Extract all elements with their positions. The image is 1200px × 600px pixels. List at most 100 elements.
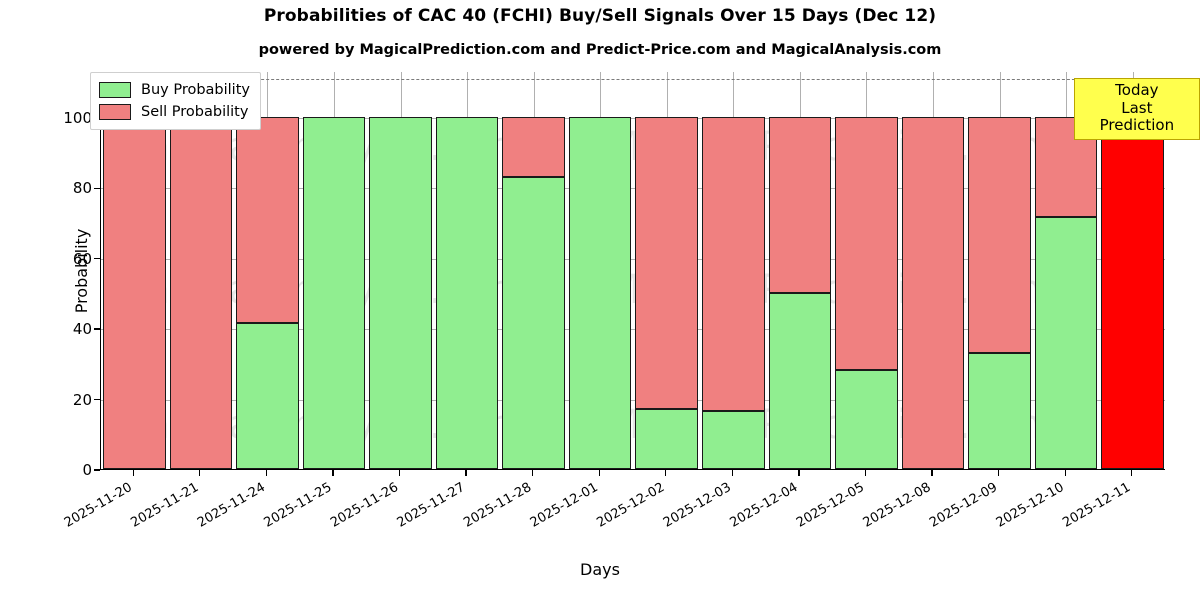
bar-segment-buy (768, 292, 832, 469)
x-tick-mark (931, 470, 933, 476)
bar-segment-sell (102, 116, 166, 469)
y-tick-label: 0 (82, 461, 92, 479)
bar-segment-today (1101, 116, 1164, 469)
bar-segment-sell (169, 116, 233, 469)
legend-item-sell: Sell Probability (99, 101, 250, 123)
x-tick-label: 2025-12-05 (794, 480, 867, 531)
x-tick-label: 2025-12-04 (727, 480, 801, 531)
x-tick-mark (1064, 470, 1066, 476)
bar-2025-11-21[interactable] (169, 72, 233, 469)
x-tick-mark (997, 470, 1000, 476)
x-tick-mark (798, 470, 800, 476)
bar-segment-sell (635, 116, 699, 410)
bar-2025-11-26[interactable] (369, 72, 432, 469)
y-axis-label: Probability (71, 228, 91, 313)
gridline (101, 329, 1165, 331)
y-tick-label: 20 (72, 390, 92, 409)
x-tick-mark (465, 470, 467, 476)
bar-segment-buy (568, 116, 632, 469)
chart-subtitle: powered by MagicalPrediction.com and Pre… (258, 42, 942, 58)
x-tick-label: 2025-11-24 (194, 480, 268, 531)
bar-segment-buy (635, 409, 699, 469)
today-annotation: Today Last Prediction (1073, 78, 1200, 141)
bar-segment-buy (968, 352, 1031, 469)
bar-2025-11-24[interactable] (236, 72, 299, 469)
bar-2025-12-03[interactable] (702, 72, 765, 469)
x-tick-label: 2025-11-27 (394, 480, 468, 531)
x-tick-label: 2025-11-28 (461, 480, 535, 531)
x-tick-mark (731, 470, 733, 476)
legend-item-buy: Buy Probability (99, 79, 250, 101)
bar-2025-11-27[interactable] (435, 72, 499, 469)
legend: Buy Probability Sell Probability (90, 72, 261, 130)
x-tick-label: 2025-11-20 (61, 480, 135, 531)
today-line-1: Today (1115, 81, 1159, 99)
x-tick-label: 2025-11-21 (128, 480, 202, 531)
bar-segment-sell (768, 116, 832, 293)
bar-2025-12-04[interactable] (768, 72, 832, 469)
x-tick-label: 2025-12-08 (860, 480, 934, 531)
x-tick-label: 2025-12-10 (993, 480, 1067, 531)
y-tick-mark (94, 469, 100, 471)
legend-swatch-sell (99, 104, 131, 120)
bar-2025-12-11[interactable] (1101, 72, 1164, 469)
y-tick-label: 40 (72, 320, 92, 339)
bar-2025-11-25[interactable] (302, 72, 366, 469)
x-tick-label: 2025-12-01 (527, 480, 601, 531)
x-tick-label: 2025-11-26 (328, 480, 402, 531)
y-tick-mark (94, 187, 100, 189)
y-tick-label: 100 (63, 108, 92, 127)
bar-segment-buy (236, 322, 299, 469)
gridline (101, 258, 1165, 260)
bar-segment-buy (702, 410, 765, 469)
y-tick-mark (94, 398, 100, 401)
x-tick-label: 2025-12-11 (1060, 480, 1134, 531)
bar-segment-sell (502, 116, 565, 177)
bar-segment-buy (302, 116, 366, 469)
bar-2025-12-01[interactable] (568, 72, 632, 469)
legend-swatch-buy (99, 82, 131, 98)
y-tick-mark (94, 328, 100, 330)
bar-2025-12-09[interactable] (968, 72, 1031, 469)
x-tick-mark (598, 470, 600, 476)
threshold-line (101, 79, 1165, 81)
bar-2025-12-02[interactable] (635, 72, 699, 469)
x-tick-mark (532, 470, 534, 476)
bar-2025-12-10[interactable] (1034, 72, 1098, 469)
x-tick-mark (864, 470, 867, 476)
bar-2025-11-28[interactable] (502, 72, 565, 469)
bar-2025-12-05[interactable] (835, 72, 898, 469)
today-line-2: Last Prediction (1099, 98, 1175, 135)
bar-segment-buy (502, 176, 565, 469)
gridline (101, 117, 1165, 119)
x-tick-mark (132, 470, 134, 476)
y-tick-mark (94, 258, 100, 260)
x-tick-mark (1131, 470, 1133, 476)
legend-label-buy: Buy Probability (141, 82, 250, 98)
bar-segment-buy (1034, 217, 1098, 469)
chart-title: Probabilities of CAC 40 (FCHI) Buy/Sell … (263, 6, 937, 26)
x-tick-mark (332, 470, 334, 476)
y-tick-label: 80 (72, 179, 92, 198)
x-tick-label: 2025-11-25 (261, 480, 335, 531)
bar-segment-sell (835, 116, 898, 371)
y-tick-label: 60 (72, 249, 92, 268)
bar-segment-buy (835, 370, 898, 469)
bar-segment-sell (236, 116, 299, 323)
x-tick-label: 2025-12-02 (594, 480, 668, 531)
x-tick-mark (199, 470, 201, 476)
bar-2025-11-20[interactable] (102, 72, 166, 469)
x-tick-label: 2025-12-03 (660, 480, 734, 531)
bar-segment-sell (968, 116, 1031, 353)
plot-area: MagicalAnalysis.comMagicalPrediction.com… (72, 72, 1165, 470)
bar-segment-buy (435, 116, 499, 469)
bar-segment-sell (1034, 116, 1098, 218)
x-axis-label: Days (580, 560, 620, 579)
bar-segment-sell (901, 116, 965, 469)
x-tick-label: 2025-12-09 (927, 480, 1001, 531)
legend-label-sell: Sell Probability (141, 104, 249, 120)
x-tick-mark (398, 470, 401, 476)
gridline (101, 188, 1165, 190)
bar-2025-12-08[interactable] (901, 72, 965, 469)
